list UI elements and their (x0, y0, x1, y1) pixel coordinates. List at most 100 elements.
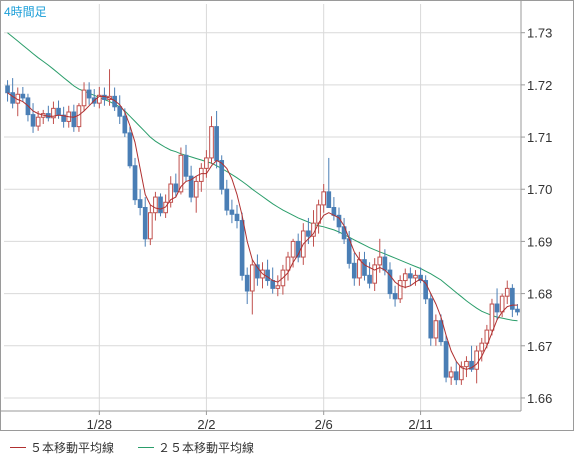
candle-body (127, 132, 133, 167)
candle-up (96, 86, 102, 109)
candle-body (219, 160, 225, 190)
candle-down (173, 173, 179, 198)
candle-down (387, 262, 393, 299)
y-tick-label: 1.71 (527, 130, 552, 145)
candle-up (249, 259, 255, 315)
candle-down (265, 259, 270, 286)
y-tick-label: 1.68 (527, 287, 552, 302)
y-tick-label: 1.72 (527, 78, 552, 93)
candle-body (433, 320, 439, 339)
x-tick-label: 2/11 (408, 417, 432, 432)
candle-body (372, 264, 378, 284)
candle-body (499, 295, 505, 313)
candle-body (214, 126, 219, 162)
candle-up (147, 204, 153, 246)
candle-up (459, 361, 464, 385)
candle-down (362, 251, 367, 281)
candle-body (453, 371, 459, 381)
candle-body (96, 94, 102, 104)
candle-body (183, 154, 189, 177)
candle-body (178, 154, 184, 193)
candle-up (275, 275, 281, 297)
candle-up (35, 110, 41, 131)
y-tick-label: 1.67 (527, 339, 552, 354)
candle-body (448, 371, 454, 378)
candle-up (76, 103, 82, 132)
candle-body (275, 285, 281, 289)
candle-down (224, 179, 230, 216)
y-tick-label: 1.70 (527, 182, 552, 197)
candle-body (397, 280, 403, 300)
ma5-layer (7, 92, 518, 370)
candle-body (474, 350, 479, 370)
candle-body (153, 196, 158, 214)
candle-body (255, 264, 260, 279)
candle-down (137, 189, 143, 216)
candle-up (484, 324, 490, 349)
candle-body (423, 280, 429, 300)
candle-body (147, 212, 153, 240)
candle-down (438, 314, 444, 346)
candle-body (35, 116, 41, 127)
candle-down (112, 87, 117, 111)
ma25-layer (7, 32, 518, 322)
candle-down (428, 293, 434, 346)
candle-body (270, 280, 276, 289)
y-tick-label: 1.66 (527, 391, 552, 406)
candle-up (198, 163, 204, 192)
candle-up (15, 87, 21, 117)
candle-body (234, 213, 240, 222)
candle-up (285, 251, 291, 281)
candle-body (285, 256, 291, 271)
candle-body (244, 274, 250, 292)
candle-body (443, 341, 449, 378)
candle-body (198, 167, 204, 182)
candle-down (326, 157, 332, 209)
candle-body (86, 89, 92, 99)
candle-down (86, 82, 92, 105)
x-axis-ticks: 1/28 2/2 2/6 2/11 (87, 411, 433, 432)
candle-body (515, 308, 520, 313)
candle-body (408, 273, 413, 279)
legend-ma25-swatch (138, 447, 154, 449)
candle-up (51, 101, 56, 125)
ma25-line (7, 32, 518, 322)
candle-body (224, 188, 230, 211)
candle-up (372, 258, 378, 291)
candle-body (459, 366, 464, 381)
candle-body (326, 191, 332, 209)
candle-down (494, 288, 500, 320)
candle-down (239, 212, 245, 281)
candle-body (239, 220, 245, 276)
candle-body (61, 114, 66, 122)
candle-body (117, 106, 123, 117)
candle-down (214, 110, 219, 169)
candle-up (209, 116, 214, 165)
candle-up (479, 337, 485, 362)
candle-body (81, 89, 87, 107)
candle-down (229, 199, 235, 224)
candle-body (489, 303, 495, 331)
candle-body (209, 126, 214, 159)
candle-down (423, 275, 429, 305)
candle-body (382, 256, 388, 271)
candle-down (56, 100, 61, 119)
candle-body (357, 259, 362, 279)
candle-up (448, 366, 454, 385)
candle-up (260, 262, 265, 289)
candle-body (295, 240, 301, 258)
candle-down (188, 165, 194, 203)
y-tick-label: 1.69 (527, 234, 552, 249)
candle-down (244, 267, 250, 305)
candle-body (132, 165, 138, 201)
candle-body (168, 183, 174, 203)
candle-body (402, 273, 408, 282)
legend-ma5-swatch (10, 447, 26, 449)
candle-body (5, 85, 10, 94)
candle-up (153, 191, 158, 221)
candle-down (183, 144, 189, 182)
candle-body (494, 303, 500, 313)
candle-down (453, 361, 459, 385)
candle-down (46, 105, 51, 122)
